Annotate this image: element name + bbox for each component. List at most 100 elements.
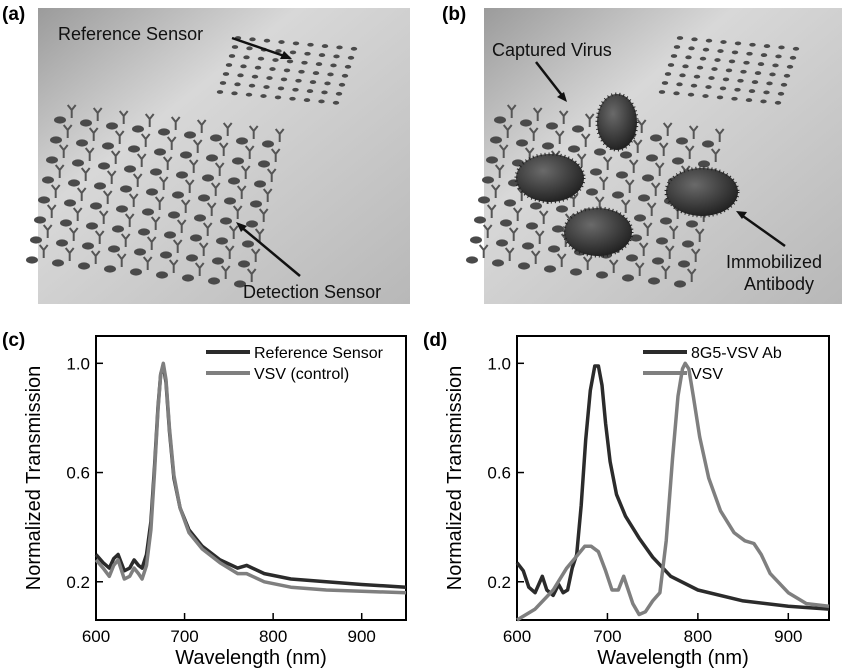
nanohole xyxy=(240,64,247,69)
nanohole xyxy=(699,56,707,61)
antibody-icon xyxy=(120,233,131,247)
nanohole xyxy=(263,85,270,89)
nanohole xyxy=(332,100,340,105)
nanohole xyxy=(168,211,180,219)
antibody-icon xyxy=(58,144,69,158)
antibody-icon xyxy=(684,145,695,159)
antibody-icon xyxy=(220,265,231,279)
antibody-icon xyxy=(654,162,665,176)
nanohole xyxy=(789,55,797,60)
nanohole xyxy=(673,45,681,49)
nanohole xyxy=(54,116,66,124)
antibody-icon xyxy=(88,127,99,141)
nanohole xyxy=(622,274,634,282)
nanohole xyxy=(30,236,42,244)
nanohole xyxy=(778,45,785,50)
nanohole xyxy=(142,208,154,216)
nanohole xyxy=(232,157,244,165)
arrowhead-icon xyxy=(280,51,292,59)
antibody-icon xyxy=(246,268,257,282)
nanohole xyxy=(156,271,168,279)
antibody-icon xyxy=(116,253,127,267)
nanohole xyxy=(120,185,132,193)
nanohole xyxy=(763,44,771,49)
antibody-icon xyxy=(198,242,209,256)
nanohole xyxy=(128,145,140,153)
antibody-icon xyxy=(490,184,501,198)
annotation-captured-virus: Captured Virus xyxy=(492,40,612,60)
nanohole xyxy=(98,162,110,170)
antibody-icon xyxy=(686,268,697,282)
nanohole xyxy=(748,89,756,94)
antibody-icon xyxy=(124,213,135,227)
antibody-icon xyxy=(502,124,513,138)
legend-label: VSV (control) xyxy=(254,366,349,383)
nanohole xyxy=(238,260,250,268)
nanohole xyxy=(486,156,498,164)
x-tick-label: 900 xyxy=(774,627,802,646)
nanohole xyxy=(766,81,773,86)
antibody-icon xyxy=(98,210,109,224)
antibody-icon xyxy=(46,204,57,218)
nanohole xyxy=(722,77,730,82)
legend-label: VSV xyxy=(691,366,723,383)
nanohole xyxy=(327,72,334,77)
nanohole xyxy=(315,62,323,67)
nanohole xyxy=(716,95,724,100)
nanohole xyxy=(728,59,736,64)
nanohole xyxy=(620,151,632,159)
nanohole xyxy=(56,239,68,247)
nanohole xyxy=(146,188,158,196)
antibody-icon xyxy=(634,262,645,276)
antibody-icon xyxy=(68,227,79,241)
nanohole xyxy=(186,254,198,262)
arrowhead-icon xyxy=(557,92,567,102)
nanohole xyxy=(516,139,528,147)
antibody-icon xyxy=(608,259,619,273)
nanohole xyxy=(303,98,311,103)
nanohole xyxy=(679,73,686,78)
nanohole xyxy=(772,63,779,68)
nanohole xyxy=(94,182,106,190)
antibody-icon xyxy=(236,185,247,199)
nanohole xyxy=(698,160,710,168)
antibody-icon xyxy=(636,119,647,133)
nanohole xyxy=(231,91,238,96)
nanohole xyxy=(757,62,765,67)
nanohole xyxy=(702,47,710,52)
nanohole xyxy=(106,122,118,130)
nanohole xyxy=(512,159,524,167)
antibody-icon xyxy=(224,245,235,259)
nanohole xyxy=(243,55,250,60)
antibody-icon xyxy=(658,142,669,156)
antibody-icon xyxy=(642,222,653,236)
antibody-icon xyxy=(528,127,539,141)
panel-label-a: (a) xyxy=(2,4,26,25)
nanohole xyxy=(222,72,230,76)
antibody-icon xyxy=(192,139,203,153)
nanohole xyxy=(686,220,698,228)
nanohole xyxy=(72,159,84,167)
nanohole xyxy=(64,199,76,207)
nanohole xyxy=(702,140,714,148)
nanohole xyxy=(242,240,254,248)
nanohole xyxy=(108,245,120,253)
nanohole xyxy=(760,99,767,104)
series-line-dark xyxy=(515,364,830,611)
nanohole xyxy=(673,91,680,96)
nanohole xyxy=(556,205,568,213)
detection-sensor-array xyxy=(26,104,285,288)
nanohole xyxy=(263,38,271,43)
antibody-icon xyxy=(556,253,567,267)
nanohole xyxy=(104,265,116,273)
nanohole xyxy=(660,217,672,225)
nanohole xyxy=(596,271,608,279)
nanohole xyxy=(656,237,668,245)
nanohole xyxy=(38,196,50,204)
antibody-icon xyxy=(628,159,639,173)
nanohole xyxy=(190,234,202,242)
nanohole xyxy=(792,46,800,51)
nanohole xyxy=(194,214,206,222)
antibody-icon xyxy=(244,145,255,159)
nanohole xyxy=(490,136,502,144)
